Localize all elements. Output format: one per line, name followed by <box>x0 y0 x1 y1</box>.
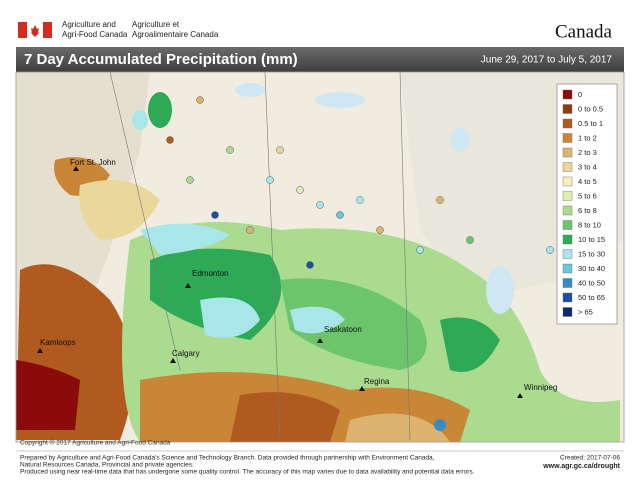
date-range: June 29, 2017 to July 5, 2017 <box>481 55 613 66</box>
legend-label: 30 to 40 <box>578 264 605 273</box>
wordmark: Canada <box>555 21 613 42</box>
copyright: Copyright © 2017 Agriculture and Agri-Fo… <box>20 439 171 447</box>
legend-swatch <box>562 220 573 230</box>
flag <box>18 22 52 38</box>
footer-note: Prepared by Agriculture and Agri-Food Ca… <box>20 455 435 462</box>
legend-swatch <box>562 249 573 259</box>
legend-label: 8 to 10 <box>578 220 601 229</box>
map-frame <box>15 71 625 443</box>
legend-label: 3 to 4 <box>578 162 597 171</box>
city-label: Edmonton <box>192 269 228 278</box>
legend-swatch <box>562 191 573 201</box>
dept-en: Agri-Food Canada <box>62 30 128 39</box>
legend-swatch <box>562 205 573 216</box>
legend-swatch <box>562 307 573 317</box>
title-bar <box>16 47 624 72</box>
legend-label: 6 to 8 <box>578 206 597 215</box>
url: www.agr.gc.ca/drought <box>542 463 620 470</box>
legend-swatch <box>562 263 573 274</box>
city-label: Calgary <box>172 349 200 358</box>
footer-note: Natural Resources Canada, Provincial and… <box>20 462 194 469</box>
legend-swatch <box>562 133 573 143</box>
legend-label: 5 to 6 <box>578 191 597 200</box>
created-date: Created: 2017-07-06 <box>560 455 620 462</box>
legend-label: 10 to 15 <box>578 235 605 244</box>
legend-swatch <box>562 292 573 303</box>
legend-label: > 65 <box>578 307 593 316</box>
dept-en: Agriculture and <box>62 20 116 29</box>
city-label: Regina <box>364 377 390 386</box>
legend-label: 0 to 0.5 <box>578 104 603 113</box>
legend-swatch <box>562 176 573 187</box>
legend-label: 0.5 to 1 <box>578 119 603 128</box>
legend-swatch <box>562 89 573 100</box>
legend-swatch <box>562 118 573 129</box>
dept-fr: Agriculture et <box>132 20 180 29</box>
legend-swatch <box>562 104 573 114</box>
legend-swatch <box>562 278 573 288</box>
city-label: Kamloops <box>40 338 76 347</box>
legend-label: 4 to 5 <box>578 177 597 186</box>
legend-label: 15 to 30 <box>578 249 605 258</box>
legend-label: 50 to 65 <box>578 293 605 302</box>
legend-label: 40 to 50 <box>578 278 605 287</box>
city-label: Winnipeg <box>524 383 557 392</box>
legend-label: 0 <box>578 90 582 99</box>
map <box>16 72 624 442</box>
title: 7 Day Accumulated Precipitation (mm) <box>24 51 298 68</box>
legend-swatch <box>562 147 573 158</box>
city-label: Saskatoon <box>324 325 362 334</box>
legend-label: 2 to 3 <box>578 148 597 157</box>
legend-swatch <box>562 162 573 172</box>
dept-fr: Agroalimentaire Canada <box>132 30 219 39</box>
city-label: Fort St. John <box>70 158 116 167</box>
legend-swatch <box>562 234 573 245</box>
legend-label: 1 to 2 <box>578 133 597 142</box>
footer-note: Produced using near real-time data that … <box>20 469 475 476</box>
